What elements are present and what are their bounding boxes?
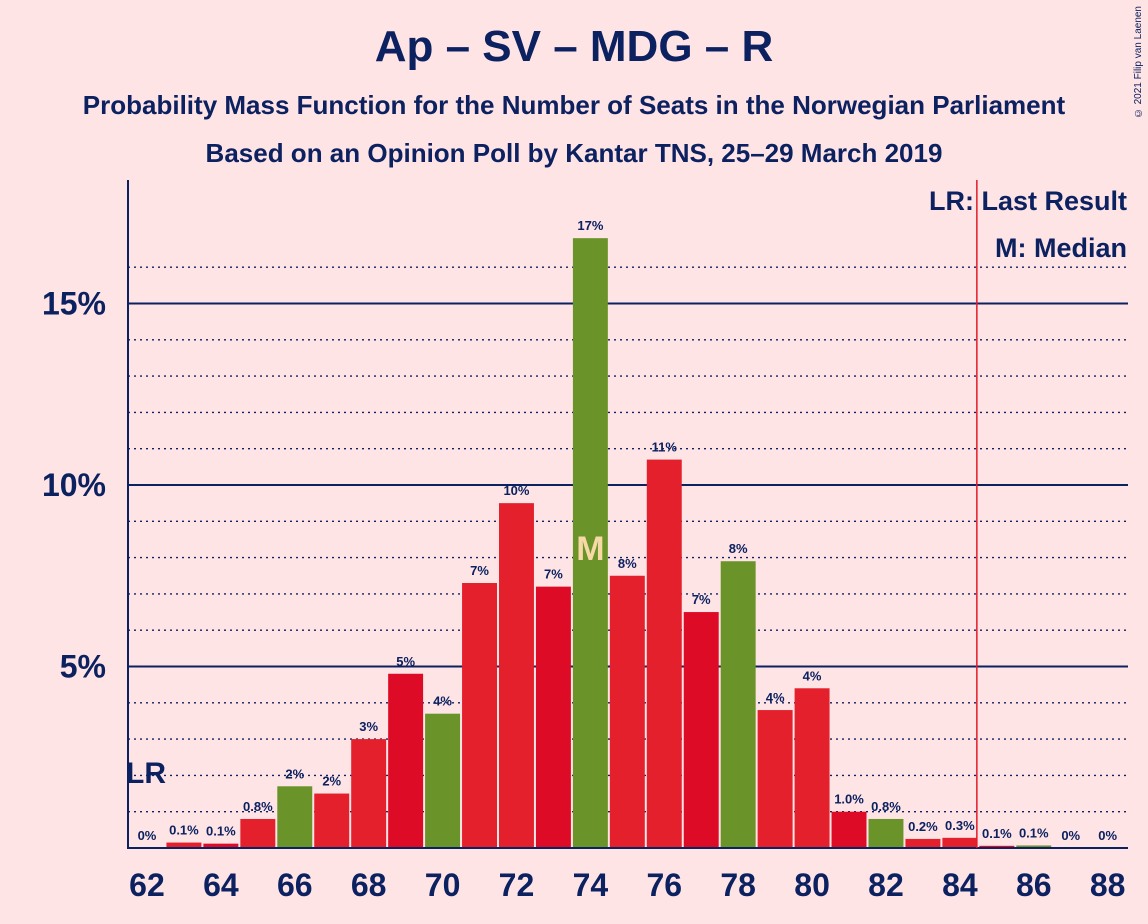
- x-tick-label: 78: [720, 867, 756, 903]
- chart-title: Ap – SV – MDG – R: [374, 22, 774, 71]
- data-label-71: 7%: [470, 563, 489, 578]
- bar-73: [535, 586, 571, 848]
- bar-83: [905, 838, 941, 848]
- bar-79: [757, 710, 793, 848]
- bar-76: [646, 459, 682, 848]
- y-tick-label: 5%: [60, 649, 106, 685]
- x-tick-label: 72: [499, 867, 535, 903]
- bar-71: [462, 583, 497, 848]
- x-tick-label: 86: [1016, 867, 1052, 903]
- bar-82: [868, 818, 904, 848]
- data-label-85: 0.1%: [982, 826, 1012, 841]
- x-axis-ticks: 62 64 66 68 70 72 74 76 78 80 82 84 86 88: [129, 867, 1125, 903]
- data-label-79: 4%: [766, 690, 785, 705]
- data-label-69: 5%: [396, 654, 415, 669]
- y-axis-ticks: 5% 10% 15%: [42, 286, 106, 685]
- bar-65: [240, 818, 276, 848]
- data-label-82: 0.8%: [871, 799, 901, 814]
- y-tick-label: 10%: [42, 467, 106, 503]
- legend-median: M: Median: [995, 233, 1127, 263]
- last-result-marker: LR: [126, 757, 166, 790]
- bar-63: [166, 842, 202, 848]
- data-label-78: 8%: [729, 541, 748, 556]
- data-label-86: 0.1%: [1019, 825, 1049, 840]
- data-label-77: 7%: [692, 592, 711, 607]
- bar-77: [683, 612, 719, 848]
- data-label-76: 11%: [652, 440, 678, 455]
- data-label-62: 0%: [138, 828, 157, 843]
- bar-67: [314, 793, 350, 848]
- x-tick-label: 88: [1090, 867, 1126, 903]
- x-tick-label: 70: [425, 867, 461, 903]
- x-tick-label: 62: [129, 867, 165, 903]
- data-label-88: 0%: [1098, 828, 1117, 843]
- data-label-70: 4%: [433, 694, 452, 709]
- data-label-72: 10%: [503, 483, 529, 498]
- bar-86: [1016, 845, 1052, 848]
- data-label-84: 0.3%: [945, 818, 975, 833]
- data-label-63: 0.1%: [169, 823, 199, 838]
- bar-80: [794, 688, 830, 848]
- bar-66: [277, 786, 313, 848]
- data-label-87: 0%: [1061, 828, 1080, 843]
- data-label-83: 0.2%: [908, 819, 938, 834]
- legend-last-result: LR: Last Result: [929, 186, 1127, 216]
- data-label-67: 2%: [322, 774, 341, 789]
- bar-75: [609, 575, 645, 848]
- data-label-64: 0.1%: [206, 824, 236, 839]
- x-tick-label: 82: [868, 867, 904, 903]
- median-marker: M: [576, 530, 604, 568]
- data-label-81: 1.0%: [834, 792, 864, 807]
- bar-72: [499, 503, 534, 848]
- bars: [166, 238, 1052, 848]
- bar-69: [388, 673, 424, 848]
- x-tick-label: 68: [351, 867, 387, 903]
- data-label-74: 17%: [577, 218, 603, 233]
- bar-74: [572, 238, 608, 848]
- bar-84: [942, 837, 978, 848]
- chart-subtitle-poll: Based on an Opinion Poll by Kantar TNS, …: [205, 138, 943, 168]
- x-tick-label: 80: [794, 867, 830, 903]
- x-tick-label: 64: [203, 867, 239, 903]
- data-label-65: 0.8%: [243, 799, 273, 814]
- x-tick-label: 66: [277, 867, 313, 903]
- x-tick-label: 76: [646, 867, 682, 903]
- data-labels: 0% 0.1% 0.1% 0.8% 2% 2% 3% 5% 4% 7% 10% 7% 17% 8% 11% 7…: [138, 218, 1118, 843]
- data-label-68: 3%: [359, 719, 378, 734]
- data-label-75: 8%: [618, 556, 637, 571]
- data-label-80: 4%: [803, 668, 822, 683]
- x-tick-label: 74: [573, 867, 609, 903]
- bar-85: [979, 845, 1015, 848]
- data-label-73: 7%: [544, 567, 563, 582]
- data-label-66: 2%: [285, 766, 304, 781]
- chart-subtitle: Probability Mass Function for the Number…: [82, 90, 1066, 120]
- y-tick-label: 15%: [42, 286, 106, 322]
- bar-64: [203, 843, 239, 848]
- x-tick-label: 84: [942, 867, 978, 903]
- bar-70: [425, 713, 461, 848]
- bar-81: [831, 811, 867, 848]
- bar-68: [351, 739, 387, 848]
- bar-78: [720, 561, 756, 848]
